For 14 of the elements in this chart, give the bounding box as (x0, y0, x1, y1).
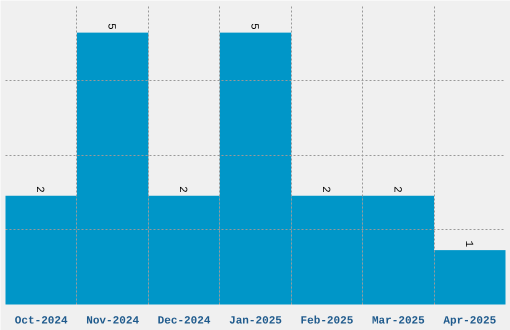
x-tick-label: Dec-2024 (158, 316, 211, 328)
data-label: 2 (390, 186, 402, 193)
x-tick-label: Oct-2024 (14, 316, 68, 328)
x-tick-label: Mar-2025 (372, 316, 426, 328)
x-tick-label: Jan-2025 (229, 316, 282, 328)
data-label: 2 (176, 186, 188, 193)
data-label: 5 (104, 23, 117, 30)
data-label: 2 (318, 186, 331, 193)
x-tick-label: Feb-2025 (300, 316, 354, 328)
data-label: 1 (462, 240, 474, 248)
x-tick-label: Nov-2024 (86, 316, 140, 328)
x-tick-label: Apr-2025 (443, 316, 497, 328)
data-label: 5 (248, 23, 260, 30)
data-label: 2 (33, 186, 46, 193)
